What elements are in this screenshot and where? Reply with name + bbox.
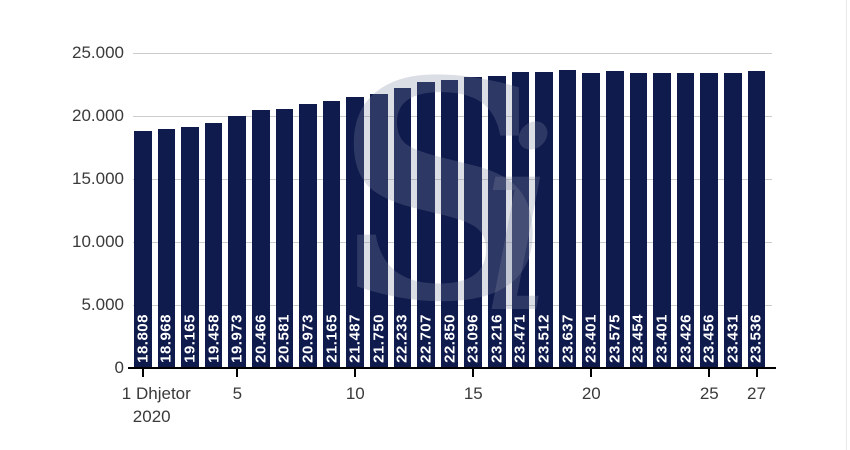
bar-value-label: 23.637: [559, 314, 577, 363]
bar: 23.401: [653, 73, 671, 368]
x-axis-tick-label: 25: [699, 384, 719, 403]
bar: 21.165: [322, 101, 341, 368]
bar-value-label: 20.466: [252, 314, 270, 363]
bar-value-label: 23.216: [488, 314, 506, 363]
bar-value-label: 20.973: [299, 314, 317, 363]
bar-value-label: 21.165: [323, 314, 341, 363]
bar-value-label: 20.581: [275, 314, 293, 363]
bar-value-label: 23.401: [582, 314, 600, 363]
x-axis-tick-label: 15: [463, 384, 483, 403]
x-axis-tick-mark: [708, 369, 711, 377]
bar: 20.466: [252, 110, 270, 368]
x-axis-tick-label: 20: [581, 384, 601, 403]
bar: 19.458: [204, 122, 223, 368]
bar: 23.454: [629, 72, 648, 368]
gridline: [133, 53, 772, 54]
bar: 19.165: [181, 126, 199, 368]
bar-value-label: 23.401: [653, 314, 671, 363]
x-axis-tick-mark: [236, 369, 239, 377]
x-axis-tick-mark: [472, 369, 475, 377]
bar-value-label: 23.426: [677, 314, 695, 363]
bar-value-label: 19.973: [228, 314, 246, 363]
x-axis-tick-label: 1 Dhjetor 2020: [121, 384, 191, 426]
y-axis-tick-label: 15.000: [72, 169, 124, 188]
bar: 20.973: [299, 103, 317, 368]
y-axis-tick-label: 25.000: [72, 43, 124, 62]
bar: 23.431: [724, 72, 742, 368]
bar: 18.808: [134, 131, 152, 368]
x-axis-tick-mark: [354, 369, 357, 377]
x-axis-tick-mark: [590, 369, 593, 377]
bar: 23.471: [511, 72, 530, 368]
bar-value-label: 23.454: [629, 314, 647, 363]
bar-value-label: 23.536: [747, 314, 765, 363]
y-axis-tick-label: 5.000: [81, 295, 124, 314]
bar: 20.581: [275, 108, 294, 368]
bar: 23.512: [535, 71, 553, 368]
bar-value-label: 23.096: [464, 314, 482, 363]
bar-value-label: 21.487: [346, 314, 364, 363]
bar-value-label: 23.431: [724, 314, 742, 363]
bar: 23.637: [558, 70, 577, 368]
bar: 23.456: [700, 72, 719, 368]
x-axis-tick-label: 10: [345, 384, 365, 403]
bar: 21.487: [346, 97, 365, 368]
bar: 23.401: [582, 73, 601, 368]
bar: 23.536: [747, 71, 766, 368]
bar-value-label: 23.512: [535, 314, 553, 363]
bar-value-label: 18.968: [157, 314, 175, 363]
y-axis-tick-label: 20.000: [72, 106, 124, 125]
bar: 23.216: [488, 75, 506, 368]
bar: 21.750: [370, 93, 388, 368]
x-axis-tick-label: 5: [232, 384, 243, 403]
x-axis-line: [128, 367, 776, 369]
bar-value-label: 22.233: [393, 314, 411, 363]
bar-value-label: 23.456: [700, 314, 718, 363]
bar: 23.096: [464, 77, 483, 368]
bar: 23.575: [606, 71, 624, 368]
x-axis-tick-mark: [755, 369, 758, 377]
bar: 19.973: [228, 116, 247, 368]
bar: 22.233: [393, 87, 412, 368]
bar-value-label: 23.575: [606, 314, 624, 363]
bar-value-label: 19.458: [205, 314, 223, 363]
bar: 22.850: [440, 80, 459, 368]
bar: 18.968: [157, 129, 176, 368]
bar-value-label: 22.850: [441, 314, 459, 363]
x-axis-tick-label: 27: [747, 384, 766, 403]
y-axis-tick-label: 0: [114, 358, 124, 377]
bar: 23.426: [676, 72, 695, 368]
bar-value-label: 19.165: [181, 314, 199, 363]
bar-value-label: 22.707: [417, 314, 435, 363]
bar-value-label: 18.808: [134, 314, 152, 363]
bar-value-label: 23.471: [511, 314, 529, 363]
bar-value-label: 21.750: [370, 314, 388, 363]
right-edge-line: [846, 0, 847, 450]
x-axis-tick-mark: [141, 369, 144, 377]
y-axis-tick-label: 10.000: [72, 232, 124, 251]
bar: 22.707: [417, 81, 435, 368]
